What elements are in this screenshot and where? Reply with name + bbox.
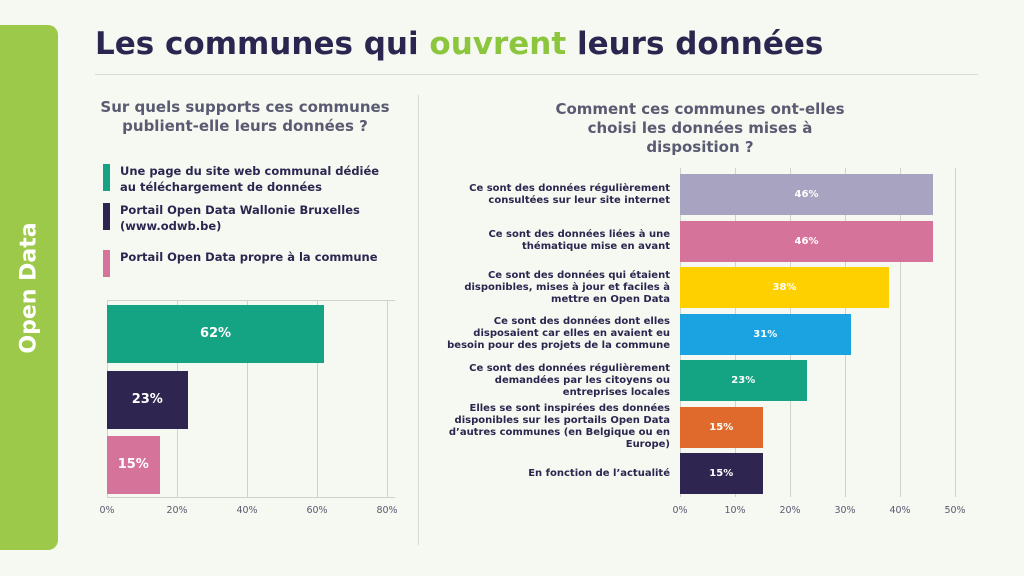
x-tick-label: 20% xyxy=(166,505,188,516)
bar xyxy=(680,220,933,262)
data-label: 46% xyxy=(794,189,819,200)
bar xyxy=(680,313,851,355)
category-label: Ce sont des données liées à une thématiq… xyxy=(488,229,670,252)
x-tick-label: 40% xyxy=(889,505,911,516)
data-label: 31% xyxy=(753,328,778,340)
data-label: 23% xyxy=(731,375,756,386)
bar xyxy=(107,305,324,363)
title-part: leurs données xyxy=(566,26,824,62)
grid-line xyxy=(247,300,248,497)
sidebar-label: Open Data xyxy=(16,222,42,354)
x-tick-label: 30% xyxy=(834,505,856,516)
x-tick-label: 50% xyxy=(944,505,966,516)
grid-line xyxy=(387,300,388,497)
x-tick-label: 80% xyxy=(376,505,398,516)
data-label: 46% xyxy=(794,235,819,247)
legend-swatch xyxy=(103,203,110,230)
legend-label: Portail Open Data propre à la commune xyxy=(120,250,378,264)
bar xyxy=(680,360,807,401)
category-label: Elles se sont inspirées des données disp… xyxy=(448,403,670,450)
bar xyxy=(680,267,889,308)
data-label: 15% xyxy=(709,468,734,479)
bar xyxy=(107,370,188,429)
x-tick-label: 10% xyxy=(724,505,746,516)
legend-label: Une page du site web communal dédiée au … xyxy=(120,164,380,194)
sidebar xyxy=(0,25,58,550)
category-label: En fonction de l’actualité xyxy=(528,467,670,479)
data-label: 62% xyxy=(199,326,232,341)
page-title: Les communes qui ouvrent leurs données xyxy=(95,26,823,62)
data-label: 23% xyxy=(131,391,163,407)
category-label: Ce sont des données régulièrement consul… xyxy=(469,182,670,206)
grid-line xyxy=(955,168,956,497)
legend-label: Portail Open Data Wallonie Bruxelles (ww… xyxy=(120,203,360,233)
bar xyxy=(107,436,160,494)
data-label: 15% xyxy=(117,457,149,472)
chart-title: Comment ces communes ont-elles choisi le… xyxy=(555,100,845,156)
data-label: 15% xyxy=(709,421,734,433)
grid-line xyxy=(317,300,318,497)
x-tick-label: 0% xyxy=(99,505,115,516)
title-highlight: ouvrent xyxy=(429,26,567,62)
chart-title: Sur quels supports ces communes publient… xyxy=(100,98,390,135)
x-tick-label: 40% xyxy=(236,505,258,516)
title-part: Les communes qui xyxy=(95,26,430,62)
axis-line xyxy=(107,300,395,301)
category-label: Ce sont des données dont elles disposaie… xyxy=(447,316,670,351)
legend-swatch xyxy=(103,164,110,191)
x-tick-label: 0% xyxy=(672,505,688,516)
x-tick-label: 20% xyxy=(779,505,801,516)
legend-swatch xyxy=(103,250,110,277)
grid-line xyxy=(900,168,901,497)
divider xyxy=(418,95,419,545)
category-label: Ce sont des données régulièrement demand… xyxy=(469,362,670,398)
bar xyxy=(680,174,933,215)
x-tick-label: 60% xyxy=(306,505,328,516)
data-label: 38% xyxy=(772,282,797,293)
axis-line xyxy=(107,497,395,498)
bar xyxy=(680,406,763,448)
bar xyxy=(680,453,763,494)
title-rule xyxy=(95,74,978,75)
category-label: Ce sont des données qui étaient disponib… xyxy=(464,269,670,305)
